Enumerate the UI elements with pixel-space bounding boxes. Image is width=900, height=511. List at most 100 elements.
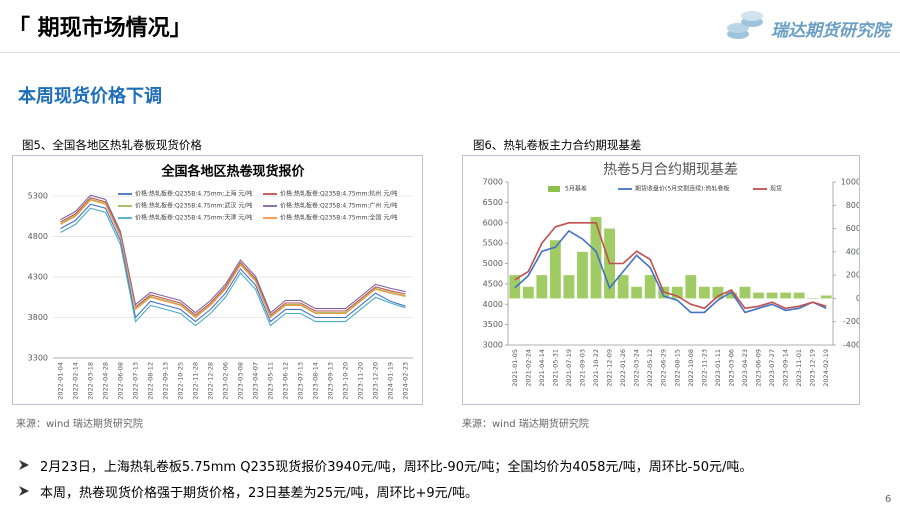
x-tick-label: 2024-02-23 (402, 362, 410, 400)
x-tick-label: 2022-10-25 (177, 362, 185, 400)
chart-title: 热卷5月合约期现基差 (603, 161, 738, 178)
x-tick-label: 2024-02-19 (822, 349, 830, 387)
x-tick-label: 2023-12-20 (372, 362, 380, 400)
chart: 热卷5月合约期现基差300035004000450050005500600065… (483, 161, 861, 387)
x-tick-label: 2022-03-24 (633, 349, 641, 387)
y2-tick-label: 1000 (841, 178, 859, 187)
x-tick-label: 2021-07-19 (565, 349, 573, 387)
bar (712, 286, 724, 299)
figure-source: 来源：wind 瑞达期货研究院 (462, 419, 589, 430)
y-tick-label: 6000 (483, 218, 503, 227)
x-tick-label: 2022-07-13 (132, 362, 140, 400)
x-tick-label: 2022-12-28 (207, 362, 215, 400)
x-tick-label: 2022-01-04 (57, 362, 65, 400)
chart-title: 全国各地区热卷现货报价 (160, 164, 305, 180)
bar (766, 292, 778, 299)
y-tick-label: 6500 (483, 198, 503, 207)
y2-tick-label: 600 (846, 224, 859, 233)
bar (671, 286, 683, 299)
legend-swatch (548, 186, 560, 192)
legend-label: 价格:热轧板卷:Q235B:4.75mm:天津 元/吨 (135, 214, 252, 222)
x-tick-label: 2022-08-12 (147, 362, 155, 400)
bar (726, 292, 737, 299)
y-tick-label: 3800 (28, 313, 48, 322)
y2-tick-label: 400 (846, 247, 859, 256)
y-tick-label: 4500 (483, 279, 503, 288)
x-tick-label: 2023-12-19 (809, 349, 817, 387)
x-tick-label: 2022-03-18 (87, 362, 95, 400)
page-number: 6 (885, 494, 892, 505)
y2-tick-label: 200 (846, 271, 859, 280)
x-tick-label: 2023-04-23 (741, 349, 749, 387)
y2-tick-label: 0 (856, 294, 859, 303)
x-tick-label: 2022-11-28 (192, 362, 200, 400)
x-tick-label: 2023-06-12 (282, 362, 290, 400)
x-tick-label: 2023-10-20 (342, 362, 350, 400)
legend-label: 期货收盘价(5月交割连续):热轧卷板 (635, 185, 730, 193)
x-tick-label: 2022-08-15 (673, 349, 681, 387)
series-line (60, 197, 406, 316)
x-tick-label: 2023-09-13 (327, 362, 335, 400)
x-tick-label: 2023-03-06 (727, 349, 735, 387)
bullet-icon (19, 460, 29, 470)
legend-label: 价格:热轧板卷:Q235B:4.75mm:杭州 元/吨 (280, 190, 397, 198)
bar (753, 292, 764, 299)
bar (780, 292, 792, 299)
legend-label: 5月基差 (565, 185, 587, 193)
bar (739, 286, 751, 299)
x-tick-label: 2022-11-23 (700, 349, 708, 387)
bar (807, 298, 819, 299)
x-tick-label: 2022-01-26 (619, 349, 627, 387)
x-tick-label: 2023-04-07 (252, 362, 260, 400)
bar (820, 295, 832, 299)
y2-tick-label: 800 (846, 201, 859, 210)
bar (617, 275, 629, 299)
bar (509, 275, 521, 299)
y-tick-label: 7000 (483, 178, 503, 187)
y-tick-label: 3000 (483, 341, 503, 350)
legend-label: 价格:热轧板卷:Q235B:4.75mm:全国 元/吨 (280, 214, 397, 222)
legend-label: 现货 (770, 185, 782, 193)
x-tick-label: 2023-06-09 (755, 349, 763, 387)
bar (631, 286, 643, 299)
x-tick-label: 2023-05-11 (267, 362, 275, 400)
y-tick-label: 5300 (28, 192, 48, 201)
x-tick-label: 2022-04-28 (102, 362, 110, 400)
figure-caption: 图5、全国各地区热轧卷板现货价格 (22, 138, 202, 152)
y-tick-label: 4300 (28, 273, 48, 282)
y-tick-label: 4800 (28, 232, 48, 241)
series-line (60, 194, 406, 314)
x-tick-label: 2022-02-14 (72, 362, 80, 400)
bullet-text: 2月23日，上海热轧卷板5.75mm Q235现货报价3940元/吨，周环比-9… (40, 460, 753, 475)
legend-label: 价格:热轧板卷:Q235B:4.75mm:上海 元/吨 (135, 190, 252, 198)
slide-title: 「 期现市场情况」 (8, 16, 192, 41)
x-tick-label: 2023-07-27 (768, 349, 776, 387)
x-tick-label: 2023-11-01 (795, 349, 803, 387)
series-line (514, 229, 827, 314)
figure-source: 来源：wind 瑞达期货研究院 (16, 419, 143, 430)
legend-label: 价格:热轧板卷:Q235B:4.75mm:广州 元/吨 (280, 202, 397, 210)
y2-tick-label: -200 (843, 317, 859, 326)
bar (522, 286, 534, 299)
x-tick-label: 2023-01-11 (714, 349, 722, 387)
chart: 全国各地区热卷现货报价 3300 3800 4300 4800 5300 2022-01-0… (28, 164, 413, 400)
figure-caption: 图6、热轧卷板主力合约期现基差 (473, 138, 642, 152)
x-tick-label: 2023-09-14 (782, 349, 790, 387)
x-tick-label: 2022-06-29 (660, 349, 668, 387)
x-tick-label: 2022-09-13 (162, 362, 170, 400)
x-tick-label: 2023-11-20 (357, 362, 365, 400)
bar (577, 251, 588, 299)
y-tick-label: 5500 (483, 239, 503, 248)
legend-label: 价格:热轧板卷:Q235B:4.75mm:武汉 元/吨 (135, 202, 252, 210)
series-line (514, 222, 827, 310)
series-line (60, 199, 406, 319)
x-tick-label: 2022-05-12 (646, 349, 654, 387)
x-tick-label: 2021-10-22 (592, 349, 600, 387)
x-tick-label: 2023-08-14 (312, 362, 320, 400)
x-tick-label: 2023-03-08 (237, 362, 245, 400)
x-tick-label: 2023-07-13 (297, 362, 305, 400)
x-tick-label: 2024-01-19 (387, 362, 395, 400)
bullet-icon (19, 486, 29, 496)
y-tick-label: 3300 (28, 354, 48, 363)
